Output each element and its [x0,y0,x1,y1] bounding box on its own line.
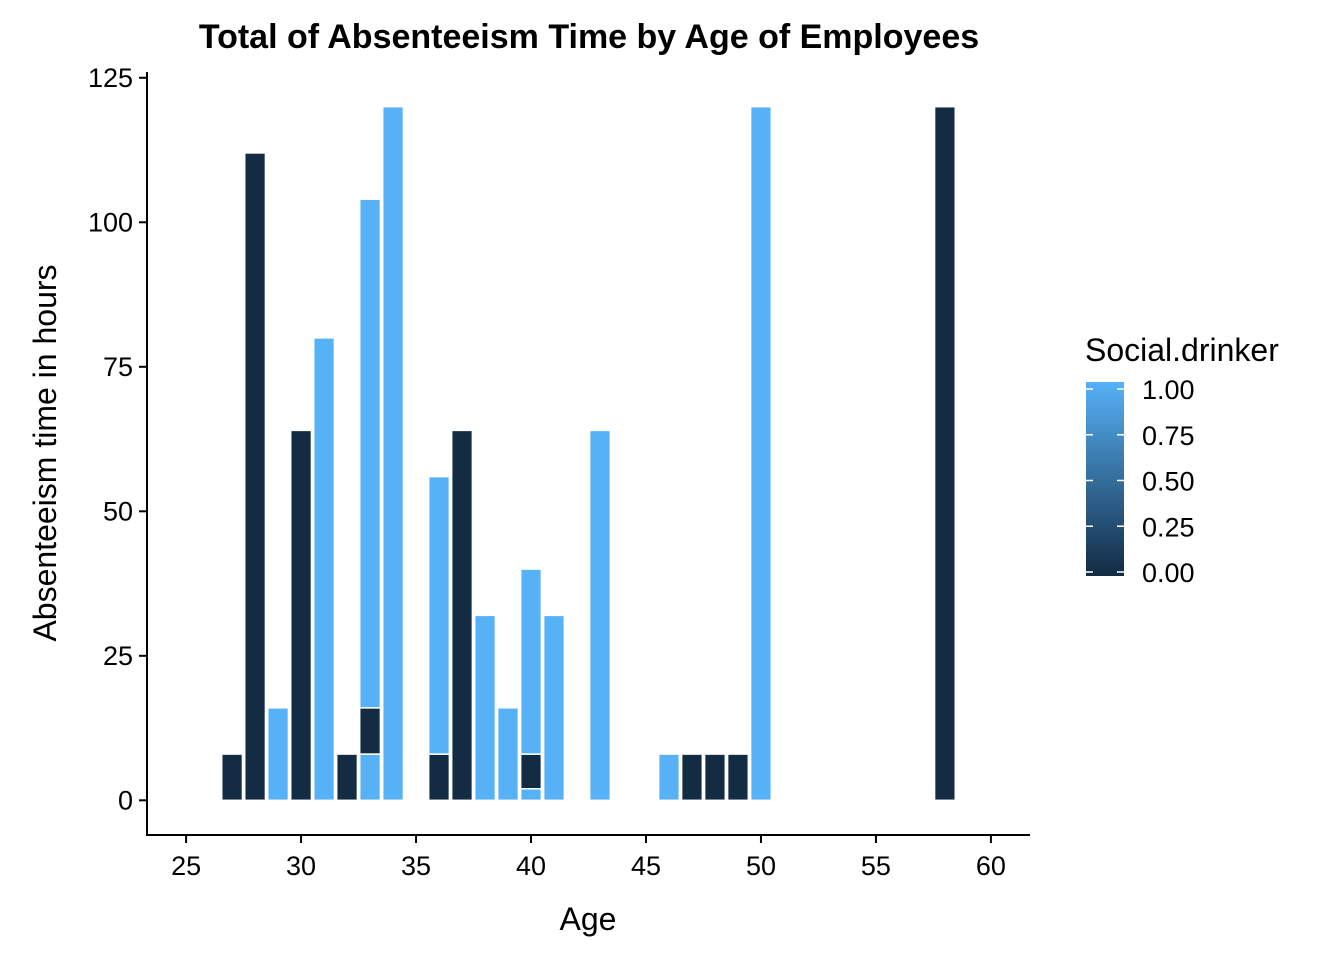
bar-segment-age-50 [749,105,773,802]
x-tick-label: 60 [976,851,1006,881]
x-tick-label: 55 [861,851,891,881]
bar-segment-age-34 [381,105,405,802]
x-tick-label: 40 [516,851,546,881]
x-tick-label: 35 [401,851,431,881]
bar-segment-age-33 [358,198,382,709]
y-tick-label: 100 [88,207,133,237]
bar-segment-age-47 [680,753,704,802]
y-tick-label: 125 [88,63,133,93]
bar-segment-age-33 [358,707,382,755]
chart-title: Total of Absenteeism Time by Age of Empl… [199,18,979,56]
legend-colorbar [1086,382,1124,576]
legend-label: 0.50 [1142,467,1195,497]
bar-segment-age-46 [657,753,681,802]
x-axis-title: Age [560,901,617,937]
legend-title: Social.drinker [1085,332,1279,368]
bar-segment-age-32 [335,753,359,802]
legend-label: 0.25 [1142,512,1195,542]
bar-segment-age-36 [427,475,451,755]
bar-segment-age-43 [588,429,612,802]
y-tick-label: 75 [103,352,133,382]
bar-segment-age-30 [289,429,313,802]
legend-label: 0.00 [1142,558,1195,588]
y-tick-label: 50 [103,496,133,526]
legend-label: 1.00 [1142,375,1195,405]
bar-segment-age-36 [427,753,451,802]
legend: Social.drinker 1.00 0.75 0.50 0.25 0.00 [1085,332,1279,588]
bar-segment-age-58 [933,105,957,802]
bar-segment-age-37 [450,429,474,802]
bar-segment-age-28 [243,152,267,802]
bar-segment-age-31 [312,337,336,802]
y-tick-label: 25 [103,641,133,671]
bar-segment-age-48 [703,753,727,802]
bar-segment-age-49 [726,753,750,802]
bar-segment-age-29 [266,707,290,802]
legend-label: 0.75 [1142,421,1195,451]
bar-segment-age-39 [496,707,520,802]
bars-layer [220,105,957,802]
bar-segment-age-40 [519,568,543,755]
bar-segment-age-27 [220,753,244,802]
bar-segment-age-40 [519,788,543,802]
y-axis-title: Absenteeism time in hours [27,264,63,641]
bar-segment-age-33 [358,753,382,802]
y-axis-ticks: 0 25 50 75 100 125 [88,63,147,815]
x-axis-ticks: 25 30 35 40 45 50 55 60 [171,835,1006,881]
x-tick-label: 50 [746,851,776,881]
x-tick-label: 30 [286,851,316,881]
y-tick-label: 0 [118,785,133,815]
x-tick-label: 45 [631,851,661,881]
bar-segment-age-41 [542,614,566,802]
x-tick-label: 25 [171,851,201,881]
legend-ticks: 1.00 0.75 0.50 0.25 0.00 [1086,375,1195,588]
bar-segment-age-40 [519,753,543,790]
bar-segment-age-38 [473,614,497,802]
plot-area: 0 25 50 75 100 125 25 30 35 40 45 50 55 60 [88,63,1030,881]
